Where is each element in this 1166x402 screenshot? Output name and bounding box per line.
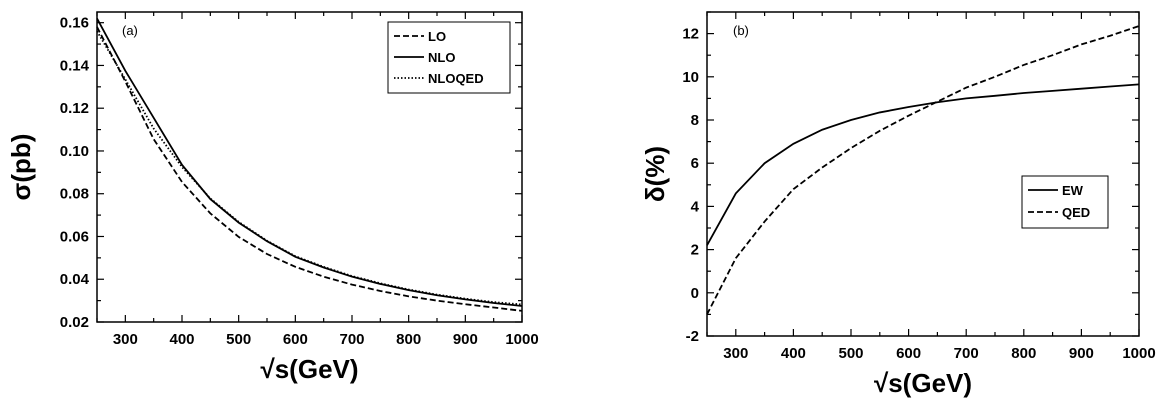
x-tick-label: 600 <box>283 331 308 348</box>
x-tick-label: 900 <box>1069 345 1094 362</box>
panel-b-y-axis-label: δ(%) <box>640 146 670 202</box>
panel-a-y-axis-label: σ(pb) <box>6 134 36 201</box>
x-tick-label: 500 <box>226 331 251 348</box>
x-tick-label: 700 <box>954 345 979 362</box>
y-tick-label: 0.08 <box>60 186 89 203</box>
y-tick-label: 0.16 <box>60 15 89 32</box>
y-tick-label: 6 <box>691 155 699 172</box>
panel-b-series <box>706 25 1140 315</box>
y-tick-label: 0.04 <box>60 271 90 288</box>
series-line-nlo <box>96 17 523 307</box>
legend-label-nloqed: NLOQED <box>428 71 484 86</box>
x-tick-label: 400 <box>781 345 806 362</box>
y-tick-label: 2 <box>691 242 699 259</box>
x-tick-label: 300 <box>723 345 748 362</box>
y-tick-label: 4 <box>691 198 700 215</box>
panel-b-plot-frame <box>706 11 1140 337</box>
y-tick-label: -2 <box>686 328 699 345</box>
series-line-qed <box>706 25 1140 315</box>
panel-a: 300 400 500 600 700 800 900 1000 0.02 0.04 0.06 0.0… <box>6 11 539 384</box>
x-tick-label: 900 <box>453 331 478 348</box>
y-tick-label: 0.12 <box>60 100 89 117</box>
y-tick-label: 0.14 <box>60 57 90 74</box>
y-tick-label: 10 <box>682 69 699 86</box>
panel-a-legend: LO NLO NLOQED <box>387 21 511 94</box>
y-tick-label: 8 <box>691 112 699 129</box>
panel-a-plot-frame <box>96 11 523 323</box>
x-tick-label: 1000 <box>505 331 538 348</box>
legend-label-lo: LO <box>428 29 446 44</box>
panel-b-x-axis-label: √s(GeV) <box>874 368 972 398</box>
y-tick-label: 0.02 <box>60 314 89 331</box>
panel-a-ticks: 300 400 500 600 700 800 900 1000 0.02 0.04 0.06 0.0… <box>60 12 539 348</box>
x-tick-label: 600 <box>896 345 921 362</box>
x-tick-label: 400 <box>169 331 194 348</box>
x-tick-label: 800 <box>1011 345 1036 362</box>
x-tick-label: 800 <box>396 331 421 348</box>
y-tick-label: 0.06 <box>60 228 89 245</box>
panel-a-label: (a) <box>122 23 138 38</box>
x-tick-label: 300 <box>113 331 138 348</box>
legend-label-qed: QED <box>1062 205 1090 220</box>
panel-b-legend: EW QED <box>1021 175 1109 229</box>
x-tick-label: 1000 <box>1122 345 1155 362</box>
legend-label-ew: EW <box>1062 183 1084 198</box>
y-tick-label: 0.10 <box>60 143 89 160</box>
legend-box <box>1021 175 1109 229</box>
panel-a-series <box>96 17 523 312</box>
panel-b: 300 400 500 600 700 800 900 1000 -2 0 2 4 6 8 10 12 (b)… <box>640 11 1156 398</box>
series-line-ew <box>706 83 1140 246</box>
panel-b-ticks: 300 400 500 600 700 800 900 1000 -2 0 2 4 6 8 10 12 <box>682 11 1156 362</box>
panel-b-label: (b) <box>733 23 749 38</box>
x-tick-label: 700 <box>339 331 364 348</box>
x-tick-label: 500 <box>838 345 863 362</box>
legend-label-nlo: NLO <box>428 50 455 65</box>
series-line-lo <box>96 26 523 312</box>
y-tick-label: 12 <box>682 26 699 43</box>
y-tick-label: 0 <box>691 285 699 302</box>
panel-a-x-axis-label: √s(GeV) <box>260 354 358 384</box>
